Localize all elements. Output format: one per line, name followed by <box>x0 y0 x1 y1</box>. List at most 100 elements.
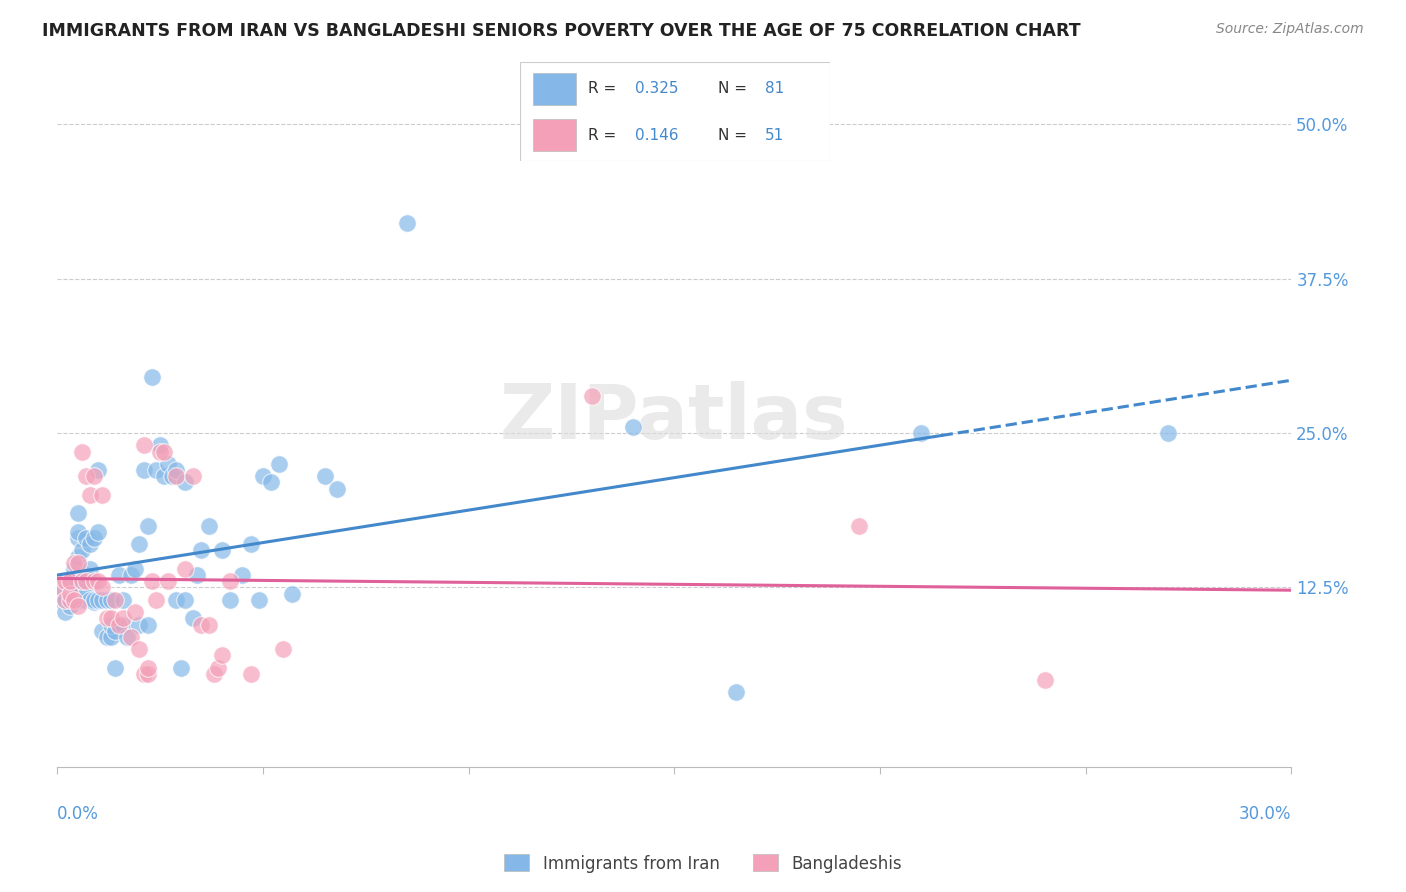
Point <box>120 630 142 644</box>
Point <box>314 469 336 483</box>
Point <box>79 488 101 502</box>
Point <box>75 592 97 607</box>
Point <box>55 592 77 607</box>
Point <box>55 592 77 607</box>
Point <box>149 444 172 458</box>
Point <box>58 592 80 607</box>
Point <box>280 586 302 600</box>
Point <box>169 661 191 675</box>
Point <box>136 518 159 533</box>
Point <box>70 574 93 589</box>
Point <box>231 568 253 582</box>
Text: N =: N = <box>718 128 752 143</box>
Point <box>124 562 146 576</box>
Point <box>1157 425 1180 440</box>
Point <box>83 574 105 589</box>
Point <box>157 457 180 471</box>
Point <box>239 537 262 551</box>
Point <box>83 592 105 607</box>
Point <box>83 469 105 483</box>
Point <box>100 592 122 607</box>
Text: 81: 81 <box>765 81 783 96</box>
Point <box>75 531 97 545</box>
Legend: Immigrants from Iran, Bangladeshis: Immigrants from Iran, Bangladeshis <box>498 847 908 880</box>
Point <box>239 667 262 681</box>
Point <box>51 592 73 607</box>
Point <box>51 586 73 600</box>
Point <box>198 617 221 632</box>
Point <box>58 581 80 595</box>
Point <box>219 574 242 589</box>
Point <box>75 586 97 600</box>
Point <box>136 667 159 681</box>
Point <box>111 617 134 632</box>
Point <box>132 667 155 681</box>
Point <box>252 469 274 483</box>
Point <box>75 469 97 483</box>
Point <box>621 419 644 434</box>
Point <box>58 586 80 600</box>
Point <box>173 562 195 576</box>
Point <box>181 611 204 625</box>
Point <box>115 630 138 644</box>
Point <box>62 592 84 607</box>
Text: R =: R = <box>588 128 621 143</box>
Point <box>91 488 114 502</box>
Point <box>724 685 747 699</box>
Text: 0.146: 0.146 <box>634 128 678 143</box>
Point <box>96 611 118 625</box>
Point <box>104 592 127 607</box>
Point <box>87 524 110 539</box>
Point <box>1033 673 1056 687</box>
Point <box>910 425 932 440</box>
Point <box>128 617 150 632</box>
Point <box>75 568 97 582</box>
Point <box>58 574 80 589</box>
Point <box>70 581 93 595</box>
Point <box>136 617 159 632</box>
Point <box>581 389 603 403</box>
Point <box>136 661 159 675</box>
FancyBboxPatch shape <box>533 73 576 104</box>
Point <box>83 595 105 609</box>
Point <box>70 574 93 589</box>
Point <box>87 592 110 607</box>
Point <box>58 599 80 613</box>
Text: 0.0%: 0.0% <box>58 805 98 823</box>
Point <box>100 611 122 625</box>
Point <box>190 617 212 632</box>
Point <box>166 592 188 607</box>
Point <box>247 592 270 607</box>
Point <box>157 574 180 589</box>
Point <box>186 568 208 582</box>
Point <box>66 531 89 545</box>
Point <box>79 562 101 576</box>
Text: IMMIGRANTS FROM IRAN VS BANGLADESHI SENIORS POVERTY OVER THE AGE OF 75 CORRELATI: IMMIGRANTS FROM IRAN VS BANGLADESHI SENI… <box>42 22 1081 40</box>
Point <box>260 475 283 490</box>
Point <box>62 556 84 570</box>
FancyBboxPatch shape <box>520 62 830 161</box>
Point <box>66 524 89 539</box>
Text: N =: N = <box>718 81 752 96</box>
Point <box>91 624 114 638</box>
Point <box>87 574 110 589</box>
Point <box>153 469 176 483</box>
Point <box>145 592 167 607</box>
Point <box>132 463 155 477</box>
Point <box>96 592 118 607</box>
Text: ZIPatlas: ZIPatlas <box>501 381 849 455</box>
Point <box>120 568 142 582</box>
Point <box>848 518 870 533</box>
Point <box>190 543 212 558</box>
Point <box>79 592 101 607</box>
Point <box>58 574 80 589</box>
Point <box>111 611 134 625</box>
Point <box>108 568 131 582</box>
Point <box>62 562 84 576</box>
Text: R =: R = <box>588 81 621 96</box>
FancyBboxPatch shape <box>533 120 576 151</box>
Point <box>219 592 242 607</box>
Point <box>198 518 221 533</box>
Point <box>100 630 122 644</box>
Point <box>211 648 233 663</box>
